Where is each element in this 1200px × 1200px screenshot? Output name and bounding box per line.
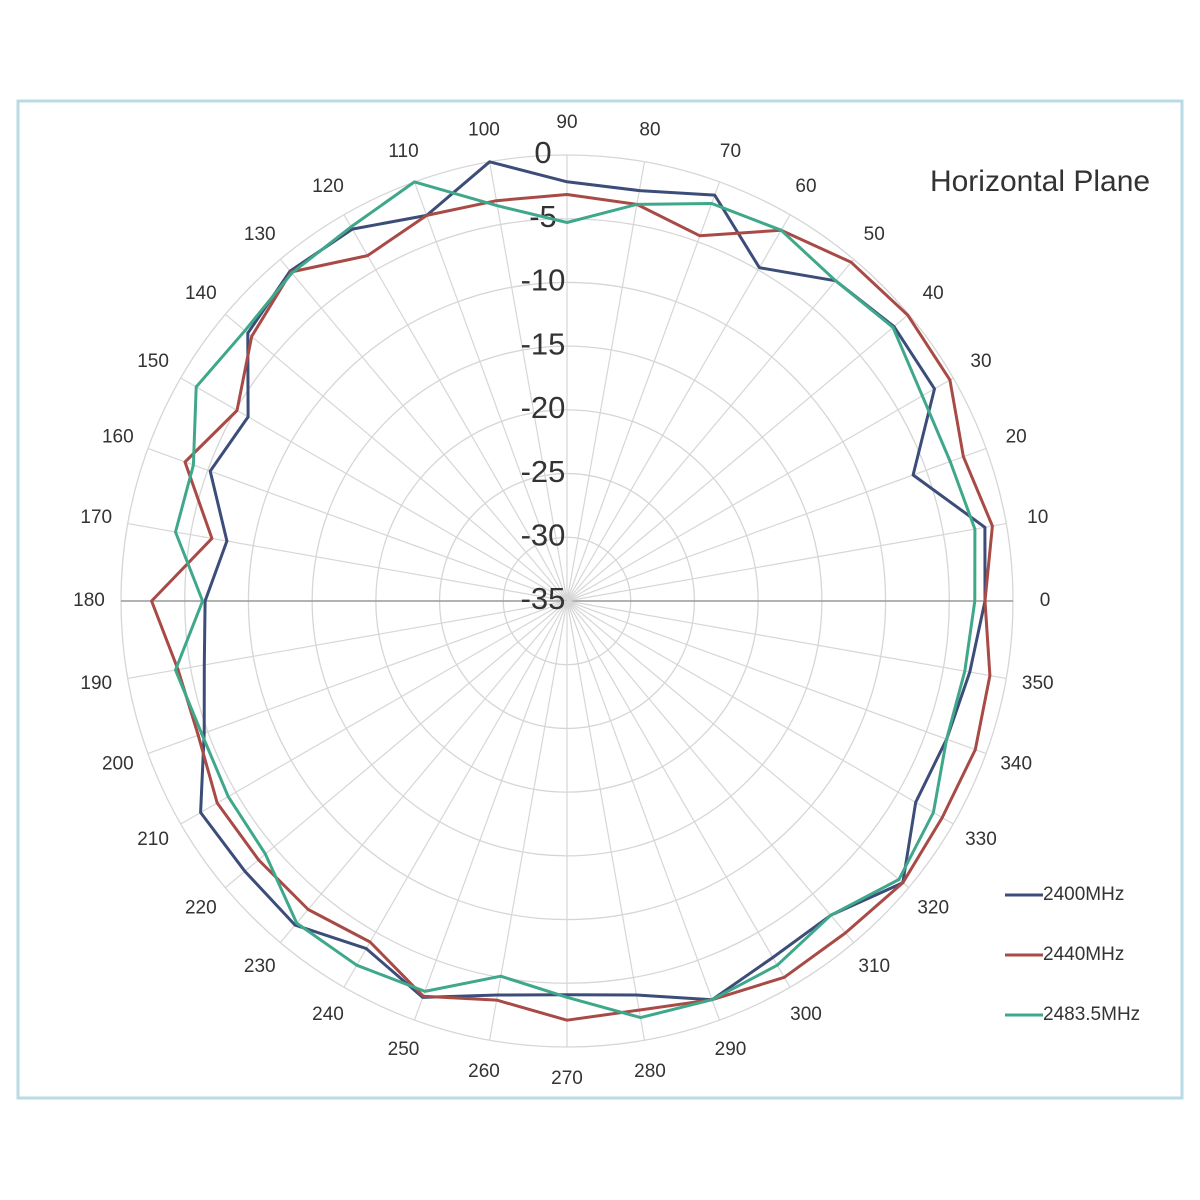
spoke — [566, 600, 987, 755]
angle-label: 30 — [970, 351, 991, 372]
spoke — [566, 313, 910, 602]
angle-label: 170 — [80, 507, 112, 528]
spoke — [127, 600, 568, 680]
spoke — [343, 600, 568, 988]
spoke — [127, 522, 568, 602]
r-tick-label: -20 — [521, 390, 566, 425]
angle-label: 320 — [917, 897, 949, 918]
series-line — [199, 160, 987, 1002]
angle-label: 340 — [1000, 754, 1032, 775]
spoke — [566, 600, 855, 944]
angle-label: 10 — [1027, 507, 1048, 528]
spoke — [488, 600, 568, 1041]
angle-label: 240 — [312, 1004, 344, 1025]
spoke — [566, 161, 646, 602]
angle-label: 270 — [551, 1068, 583, 1089]
angle-label: 250 — [388, 1039, 420, 1060]
angle-label: 60 — [795, 176, 816, 197]
legend-label: 2440MHz — [1043, 944, 1124, 965]
spoke — [566, 522, 1007, 602]
angle-label: 310 — [858, 956, 890, 977]
spoke — [413, 181, 568, 602]
angle-label: 150 — [137, 351, 169, 372]
spoke — [180, 600, 568, 825]
angle-label: 210 — [137, 829, 169, 850]
angle-label: 330 — [965, 829, 997, 850]
angle-label: 260 — [468, 1061, 500, 1082]
r-tick-label: -35 — [521, 581, 566, 616]
angle-label: 220 — [185, 897, 217, 918]
spoke — [566, 600, 910, 889]
angle-label: 90 — [556, 112, 577, 133]
spoke — [566, 214, 791, 602]
angle-label: 20 — [1006, 427, 1027, 448]
spoke — [566, 600, 646, 1041]
spoke — [279, 258, 568, 602]
angle-label: 100 — [468, 119, 500, 140]
angle-label: 120 — [312, 176, 344, 197]
chart-title: Horizontal Plane — [930, 165, 1150, 198]
series-line — [174, 180, 977, 1020]
angle-label: 350 — [1022, 673, 1054, 694]
spoke — [147, 600, 568, 755]
angle-label: 50 — [864, 224, 885, 245]
angle-label: 130 — [244, 224, 276, 245]
angle-label: 190 — [80, 673, 112, 694]
spoke — [180, 377, 568, 602]
angle-label: 300 — [790, 1004, 822, 1025]
spoke — [566, 600, 791, 988]
spoke — [566, 447, 987, 602]
spoke — [279, 600, 568, 944]
r-tick-label: -30 — [521, 517, 566, 552]
spoke — [566, 600, 721, 1021]
angle-label: 160 — [102, 427, 134, 448]
angle-label: 280 — [634, 1061, 666, 1082]
angle-label: 80 — [639, 119, 660, 140]
spoke — [224, 600, 568, 889]
spoke — [566, 181, 721, 602]
spoke — [413, 600, 568, 1021]
legend-label: 2483.5MHz — [1043, 1004, 1140, 1025]
angle-label: 70 — [720, 141, 741, 162]
spoke — [343, 214, 568, 602]
spoke — [566, 377, 954, 602]
angle-label: 140 — [185, 283, 217, 304]
angle-label: 200 — [102, 754, 134, 775]
frame — [16, 99, 1184, 1100]
spoke — [488, 161, 568, 602]
spoke — [566, 600, 1007, 680]
r-tick-label: 0 — [534, 135, 551, 170]
angle-label: 230 — [244, 956, 276, 977]
spoke — [566, 258, 855, 602]
angle-label: 110 — [388, 141, 418, 162]
r-tick-label: -25 — [521, 454, 566, 489]
legend-label: 2400MHz — [1043, 884, 1124, 905]
angle-label: 40 — [923, 283, 944, 304]
r-tick-label: -15 — [521, 326, 566, 361]
angle-label: 180 — [73, 590, 105, 611]
angle-label: 0 — [1040, 590, 1051, 611]
spoke — [566, 600, 954, 825]
spoke — [224, 313, 568, 602]
spoke — [147, 447, 568, 602]
r-tick-label: -10 — [521, 263, 566, 298]
angle-label: 290 — [715, 1039, 747, 1060]
